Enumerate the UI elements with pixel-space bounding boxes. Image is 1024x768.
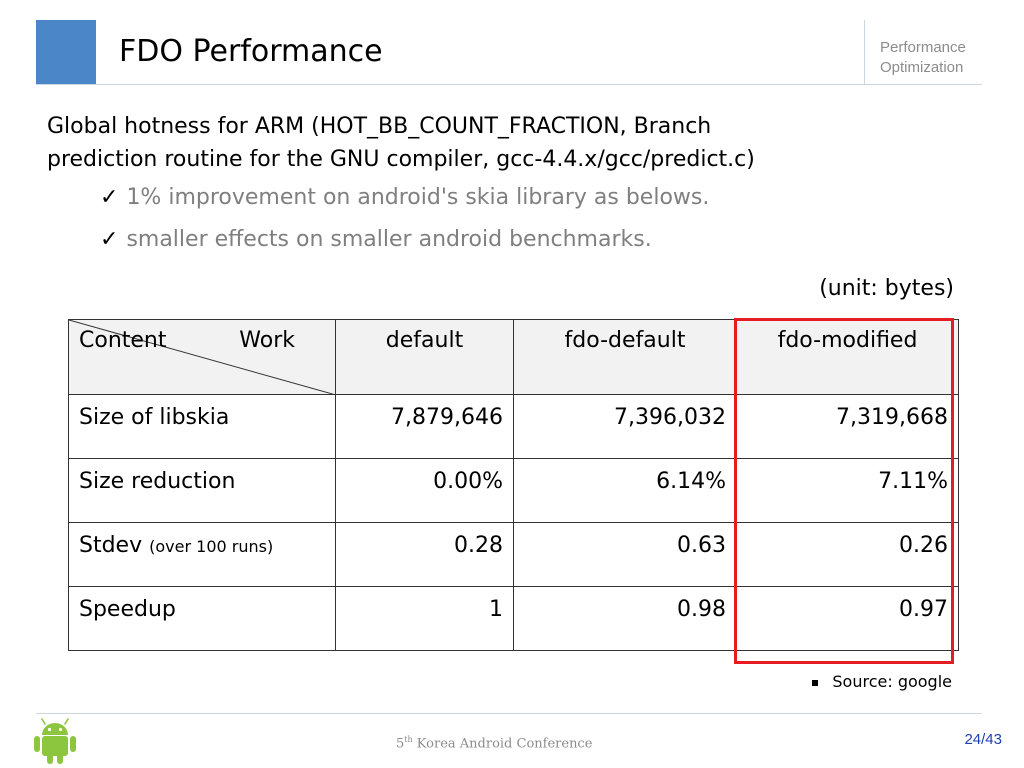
results-table: Content Work default fdo-default fdo-mod… <box>68 319 959 651</box>
table-row: Size of libskia 7,879,646 7,396,032 7,31… <box>68 394 959 459</box>
table-cell: 0.28 <box>335 522 514 587</box>
diagonal-line <box>69 320 336 395</box>
bullet-item: ✓ 1% improvement on android's skia librar… <box>100 185 709 210</box>
checkmark-icon: ✓ <box>100 227 119 252</box>
table-cell: 6.14% <box>513 458 737 523</box>
header-divider <box>864 20 865 84</box>
table-cell: 0.26 <box>736 522 959 587</box>
table-cell: 7.11% <box>736 458 959 523</box>
footer-conf-sup: th <box>404 735 413 744</box>
bullet-item: ✓ smaller effects on smaller android benc… <box>100 227 652 252</box>
table-row: Stdev (over 100 runs) 0.28 0.63 0.26 <box>68 522 959 587</box>
main-statement: Global hotness for ARM (HOT_BB_COUNT_FRA… <box>47 110 947 176</box>
bullet-text: smaller effects on smaller android bench… <box>126 227 652 252</box>
row-label-text: Size reduction <box>79 469 236 494</box>
android-robot-icon <box>34 718 76 764</box>
page-number: 24/43 <box>964 731 1002 748</box>
table-cell: 0.00% <box>335 458 514 523</box>
title-accent-square <box>36 20 96 84</box>
header-content-label: Content <box>79 328 167 353</box>
column-header: default <box>335 319 514 395</box>
source-note: Source: google <box>812 672 952 691</box>
table-row: Size reduction 0.00% 6.14% 7.11% <box>68 458 959 523</box>
row-label: Size of libskia <box>68 394 336 459</box>
header-rule <box>36 84 982 85</box>
row-label-text: Speedup <box>79 597 176 622</box>
row-label-note: (over 100 runs) <box>149 537 274 556</box>
slide-title: FDO Performance <box>119 34 383 69</box>
table-cell: 0.97 <box>736 586 959 651</box>
diagonal-header-cell: Content Work <box>68 319 336 395</box>
row-label: Speedup <box>68 586 336 651</box>
unit-note: (unit: bytes) <box>819 276 954 301</box>
section-label-line1: Performance <box>880 39 966 56</box>
section-label-line2: Optimization <box>880 59 964 76</box>
table-cell: 7,396,032 <box>513 394 737 459</box>
footer-conference: 5th Korea Android Conference <box>396 735 592 751</box>
section-label: Performance Optimization <box>880 38 966 78</box>
table-cell: 1 <box>335 586 514 651</box>
row-label: Stdev (over 100 runs) <box>68 522 336 587</box>
main-statement-line1: Global hotness for ARM (HOT_BB_COUNT_FRA… <box>47 114 712 139</box>
row-label-text: Stdev <box>79 533 143 558</box>
square-bullet-icon <box>812 679 819 686</box>
footer-conf-prefix: 5 <box>396 736 405 752</box>
column-header: fdo-default <box>513 319 737 395</box>
table-cell: 7,879,646 <box>335 394 514 459</box>
highlight-box <box>734 318 954 664</box>
row-label: Size reduction <box>68 458 336 523</box>
main-statement-line2: prediction routine for the GNU compiler,… <box>47 147 755 172</box>
bullet-text: 1% improvement on android's skia library… <box>126 185 710 210</box>
header-work-label: Work <box>239 328 295 353</box>
source-note-text: Source: google <box>832 672 952 691</box>
checkmark-icon: ✓ <box>100 185 119 210</box>
row-label-text: Size of libskia <box>79 405 230 430</box>
footer-rule <box>36 713 982 714</box>
table-cell: 0.63 <box>513 522 737 587</box>
table-row: Speedup 1 0.98 0.97 <box>68 586 959 651</box>
footer-conf-rest: Korea Android Conference <box>412 736 593 752</box>
table-cell: 0.98 <box>513 586 737 651</box>
